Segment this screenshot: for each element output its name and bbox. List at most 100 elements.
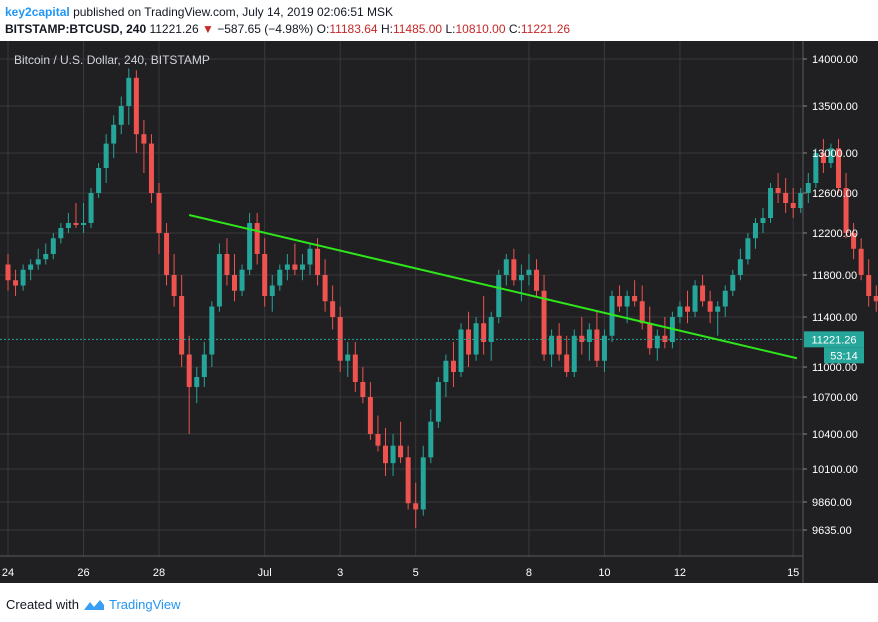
overlays <box>0 214 803 360</box>
candles <box>5 68 878 529</box>
candle-body <box>186 354 192 387</box>
candle-body <box>88 193 94 223</box>
candle-body <box>201 354 207 377</box>
candle-body <box>345 354 351 361</box>
candle-body <box>488 317 494 342</box>
tradingview-logo-icon <box>83 599 104 610</box>
candle-body <box>179 296 185 355</box>
candle-body <box>805 183 811 193</box>
candle-body <box>549 335 555 355</box>
candle-body <box>775 188 781 193</box>
candle-body <box>413 503 419 510</box>
candle-body <box>715 306 721 312</box>
candle-body <box>511 259 517 281</box>
trendline[interactable] <box>188 214 798 360</box>
candle-body <box>534 269 539 291</box>
candle-body <box>292 264 298 270</box>
price-tick-label: 10100.00 <box>812 464 858 476</box>
candle-body <box>315 248 321 275</box>
candle-body <box>277 269 283 286</box>
candle-body <box>126 77 132 106</box>
candle-body <box>707 301 713 312</box>
candle-body <box>360 382 366 397</box>
candle-body <box>5 264 11 281</box>
candle-body <box>745 238 751 260</box>
candle-body <box>722 290 728 307</box>
candle-body <box>692 285 698 312</box>
time-tick-label: 5 <box>413 567 419 579</box>
countdown-badge-text: 53:14 <box>830 350 858 362</box>
candle-body <box>118 106 124 125</box>
candle-body <box>601 335 607 361</box>
time-axis[interactable]: 24 26 28 Jul 3 5 8 10 12 15 <box>2 567 799 579</box>
candle-body <box>73 223 79 225</box>
candle-body <box>677 306 683 317</box>
candle-body <box>428 421 434 458</box>
candle-body <box>564 354 570 372</box>
chart-background <box>0 41 878 583</box>
candle-body <box>284 264 290 270</box>
candle-body <box>851 233 857 249</box>
candle-body <box>65 223 71 228</box>
price-axis[interactable]: 14000.00 13500.00 13000.00 12600.00 12200.00… <box>803 54 858 537</box>
candle-body <box>43 254 49 260</box>
author-name[interactable]: key2capital <box>5 5 70 19</box>
candle-body <box>20 269 26 286</box>
price-tick-label: 12200.00 <box>812 228 858 240</box>
footer: Created with TradingView <box>6 597 181 612</box>
price-tick-label: 11400.00 <box>812 312 857 324</box>
low-label: L: <box>445 22 456 36</box>
candle-body <box>790 203 796 208</box>
candle-body <box>216 254 222 307</box>
candle-body <box>375 434 381 446</box>
candle-body <box>526 269 532 275</box>
candle-body <box>232 275 237 291</box>
candle-body <box>639 301 645 324</box>
candle-body <box>647 323 653 349</box>
high-label: H: <box>380 22 393 36</box>
candle-body <box>556 335 562 355</box>
published-text: published on TradingView.com, July 14, 2… <box>73 5 394 19</box>
candle-body <box>450 360 456 372</box>
price-tick-label: 11000.00 <box>812 362 857 374</box>
symbol-label: BITSTAMP:BTCUSD, 240 <box>5 22 147 36</box>
candle-body <box>239 269 245 291</box>
candle-body <box>783 193 789 203</box>
low-value: 10810.00 <box>455 22 506 36</box>
candle-body <box>632 296 638 302</box>
price-tick-label: 13500.00 <box>812 101 858 113</box>
candle-body <box>481 323 487 342</box>
close-label: C: <box>508 22 521 36</box>
candle-body <box>58 228 64 239</box>
candle-body <box>798 193 804 208</box>
candle-body <box>435 382 441 422</box>
candle-body <box>503 259 509 275</box>
candle-body <box>322 275 328 302</box>
candle-body <box>730 275 736 291</box>
candle-body <box>594 329 600 361</box>
candle-body <box>50 238 56 254</box>
high-value: 11485.00 <box>392 22 443 36</box>
last-price-value: 11221.26 <box>149 22 199 36</box>
candle-body <box>873 296 878 302</box>
price-tick-label: 10700.00 <box>812 392 858 404</box>
candle-body <box>28 264 34 270</box>
candle-body <box>828 148 834 163</box>
candle-body <box>541 290 547 355</box>
candle-body <box>685 306 690 312</box>
time-tick-label: 8 <box>526 567 532 579</box>
candle-body <box>752 223 758 239</box>
ohlc-line: BITSTAMP:BTCUSD, 240 11221.26 ▼ −587.65 … <box>5 22 570 36</box>
time-tick-label: Jul <box>258 567 272 579</box>
countdown-badge <box>824 347 864 364</box>
candle-body <box>420 457 426 510</box>
price-labels: 11221.26 53:14 <box>804 331 864 364</box>
candle-body <box>654 335 660 349</box>
price-tick-label: 13000.00 <box>812 148 858 160</box>
candle-body <box>164 233 170 275</box>
candle-body <box>624 296 630 307</box>
candle-body <box>518 275 524 281</box>
tradingview-brand[interactable]: TradingView <box>108 597 181 612</box>
time-tick-label: 10 <box>598 567 610 579</box>
